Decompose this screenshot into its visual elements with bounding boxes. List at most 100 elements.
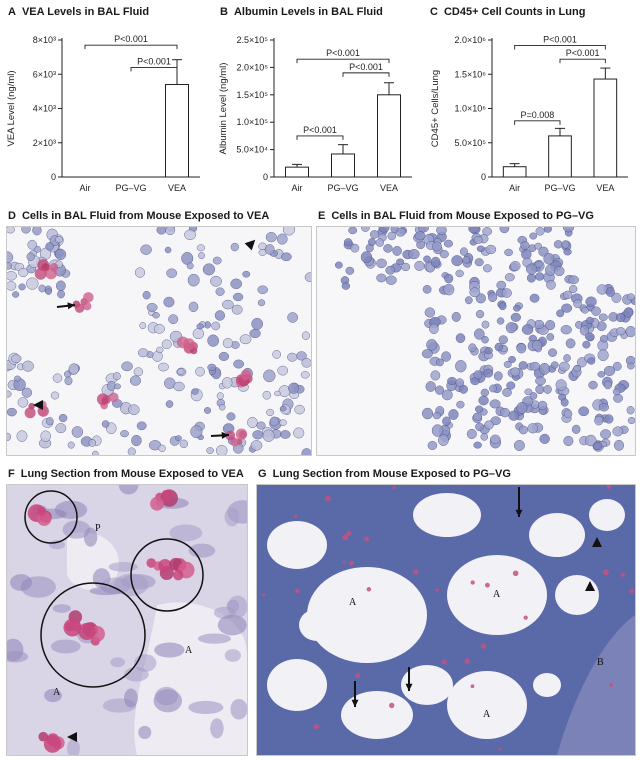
cell (455, 378, 465, 388)
cell (526, 273, 536, 283)
cell (599, 335, 609, 343)
cell (527, 423, 539, 434)
arrow-head (405, 683, 413, 691)
cell (131, 434, 142, 447)
cell (510, 312, 521, 322)
x-tick-label: PG–VG (115, 183, 146, 193)
cell (456, 400, 465, 409)
cell (560, 398, 569, 407)
significance-bracket (130, 66, 178, 72)
alveolar-space (529, 513, 585, 557)
stained-dot (355, 673, 361, 679)
cell (158, 444, 166, 453)
p-value-label: P<0.001 (326, 48, 360, 58)
panel-letter: D (8, 210, 16, 222)
cell (212, 256, 222, 265)
cell (484, 347, 493, 355)
cell (293, 427, 305, 439)
cell (436, 227, 447, 235)
cell (579, 325, 590, 336)
cell (40, 430, 51, 442)
cell (218, 351, 230, 361)
cell (52, 373, 63, 383)
p-value-label: P<0.001 (303, 125, 337, 135)
cell (537, 400, 548, 411)
cell (481, 335, 489, 344)
cell (216, 392, 224, 400)
stained-cell (24, 407, 36, 419)
cell (459, 247, 468, 256)
cell (581, 306, 589, 314)
cell (142, 290, 151, 300)
panel-title-text: Lung Section from Mouse Exposed to VEA (20, 468, 244, 480)
cell (473, 441, 482, 449)
cell (206, 447, 214, 454)
stained-dot (295, 588, 300, 594)
y-tick-label: 5.0×10⁴ (236, 145, 268, 155)
cell (195, 366, 205, 377)
cell (133, 367, 144, 377)
cell (476, 245, 485, 253)
tissue-cell (108, 562, 138, 572)
cell (455, 333, 466, 344)
cell (207, 334, 220, 347)
cell (480, 388, 490, 397)
cell (556, 309, 565, 318)
bar (593, 78, 618, 178)
alveolar-space (401, 665, 453, 705)
annotation-circle (24, 490, 78, 544)
cell (376, 273, 387, 283)
cell (184, 229, 196, 241)
cell (480, 432, 489, 441)
cell (501, 288, 512, 298)
cell (423, 255, 431, 263)
y-tick-label: 1.0×10⁵ (236, 117, 268, 127)
stained-cell (183, 338, 195, 351)
cell (266, 408, 274, 417)
cell (494, 342, 504, 352)
cell (214, 310, 226, 321)
cell (301, 331, 310, 340)
panel-g-title: G Lung Section from Mouse Exposed to PG–V… (258, 468, 511, 480)
cell (425, 381, 436, 392)
cell (222, 299, 234, 310)
cell (563, 248, 572, 256)
cell (221, 377, 233, 389)
panel-letter: E (318, 210, 326, 222)
stained-cell (240, 369, 252, 381)
cell (496, 317, 505, 325)
macrophage (158, 559, 172, 573)
cell (196, 244, 205, 252)
bar (331, 153, 355, 178)
p-value-label: P=0.008 (520, 110, 554, 120)
cell (67, 441, 75, 449)
micrograph-g-image (257, 485, 635, 755)
cell (215, 445, 228, 455)
p-value-label: P<0.001 (543, 34, 577, 44)
cell (127, 447, 136, 455)
cell (543, 253, 555, 265)
cell (57, 289, 65, 299)
cell (513, 439, 525, 451)
cell (513, 304, 521, 312)
cell (490, 434, 501, 444)
panel-letter: C (430, 6, 438, 18)
stained-dot (470, 580, 475, 585)
cell (239, 334, 252, 345)
tissue-cell (138, 725, 152, 740)
stained-dot (498, 747, 502, 751)
alveolar-space (413, 493, 481, 537)
cell (605, 287, 615, 297)
photo-label-p: P (95, 523, 101, 534)
cell (191, 388, 199, 395)
y-tick-label: 4×10³ (33, 104, 56, 114)
cell (598, 313, 608, 322)
panel-title-text: Lung Section from Mouse Exposed to PG–VG (272, 468, 511, 480)
cell (156, 346, 164, 354)
cell (627, 416, 635, 425)
cell (88, 438, 97, 447)
cell (597, 371, 606, 378)
cell (376, 258, 387, 269)
cell (543, 384, 552, 394)
cell (591, 306, 601, 316)
